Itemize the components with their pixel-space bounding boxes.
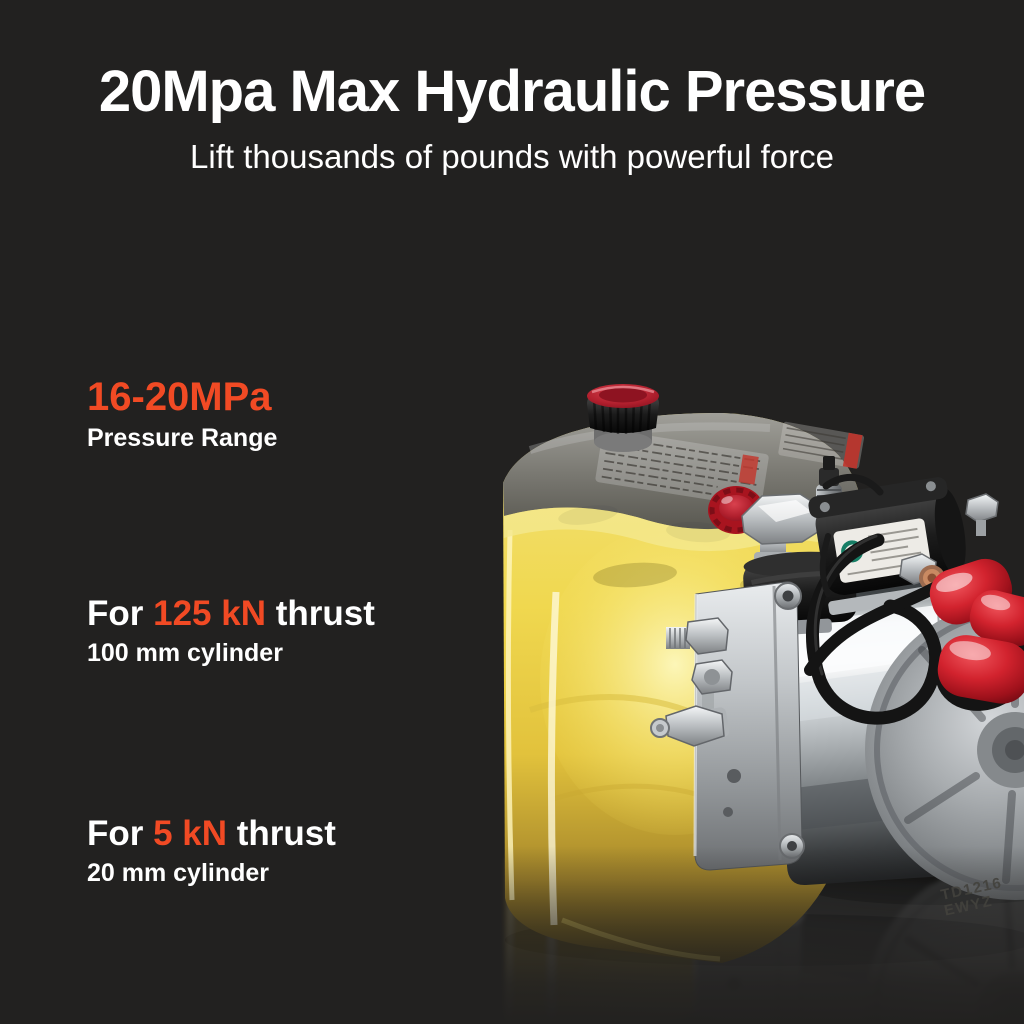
feature-highlight: 16-20MPa [87,375,272,419]
feature-callout-pressure-range: 16-20MPa Pressure Range [87,376,277,453]
feature-text-prefix: For [87,594,154,633]
feature-text-suffix: thrust [227,814,336,853]
feature-highlight: 125 kN [153,594,266,633]
feature-subtext: 20 mm cylinder [87,858,270,887]
feature-headline: 16-20MPa [87,376,277,418]
feature-subtext: 100 mm cylinder [87,638,283,667]
feature-callout-large-cylinder: For 125 kN thrust 100 mm cylinder [87,594,375,667]
feature-headline: For 125 kN thrust [87,594,375,633]
feature-headline: For 5 kN thrust [87,814,336,853]
feature-callout-small-cylinder: For 5 kN thrust 20 mm cylinder [87,814,336,887]
page-title: 20Mpa Max Hydraulic Pressure [98,59,926,124]
feature-text-suffix: thrust [265,594,375,633]
product-photo-hydraulic-power-unit: TD1216 EWYZ [470,380,1024,1024]
feature-highlight: 5 kN [153,814,228,853]
header: 20Mpa Max Hydraulic Pressure Lift thousa… [0,60,1024,176]
floor-fade [470,846,1024,1024]
feature-subtext: Pressure Range [87,424,278,452]
feature-text-prefix: For [87,814,154,853]
page-subtitle: Lift thousands of pounds with powerful f… [190,137,834,175]
